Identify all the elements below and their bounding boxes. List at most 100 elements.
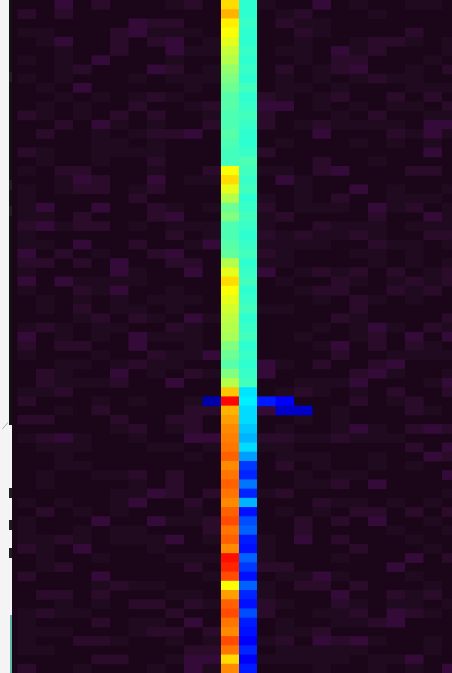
heatmap-background-cell [54, 248, 73, 259]
heatmap-background-cell [165, 0, 184, 10]
heatmap-background-cell [165, 129, 184, 139]
heatmap-background-cell [128, 599, 147, 609]
heatmap-cell-column-12 [239, 654, 257, 665]
heatmap-background-cell [312, 507, 331, 517]
heatmap-background-cell [423, 110, 442, 121]
heatmap-background-cell [294, 193, 313, 204]
heatmap-background-cell [184, 82, 203, 93]
heatmap-background-cell [165, 92, 184, 102]
heatmap-cell-column-11 [221, 82, 239, 93]
heatmap-background-cell [36, 129, 55, 139]
heatmap-background-cell [165, 350, 184, 361]
heatmap-background-cell [128, 129, 147, 139]
heatmap-cell-column-11 [221, 258, 239, 268]
heatmap-background-cell [368, 9, 387, 19]
heatmap-background-cell [275, 73, 294, 84]
heatmap-background-cell [331, 313, 350, 324]
heatmap-background-cell [386, 396, 405, 407]
heatmap-background-cell [368, 433, 387, 444]
resize-grip-icon[interactable]: ⟋ [2, 422, 9, 432]
heatmap-background-cell [17, 276, 36, 287]
heatmap-background-cell [349, 331, 368, 342]
heatmap-background-cell [331, 534, 350, 545]
heatmap-background-cell [184, 396, 203, 407]
heatmap-background-cell [184, 553, 203, 563]
heatmap-background-cell [257, 580, 276, 591]
heatmap-background-cell [17, 184, 36, 195]
heatmap-background-cell [165, 295, 184, 305]
heatmap-background-cell [147, 599, 166, 609]
heatmap-background-cell [331, 414, 350, 425]
heatmap-background-cell [275, 626, 294, 637]
heatmap-background-cell [312, 654, 331, 665]
heatmap-cell-column-11 [221, 18, 239, 29]
heatmap-background-cell [73, 377, 92, 388]
heatmap-background-cell [405, 396, 424, 407]
heatmap-cell-column-11 [221, 221, 239, 231]
heatmap-background-cell [54, 9, 73, 19]
heatmap-background-cell [165, 470, 184, 480]
heatmap-background-cell [349, 645, 368, 656]
heatmap-background-cell [17, 543, 36, 554]
heatmap-background-cell [442, 331, 452, 342]
heatmap-background-cell [257, 405, 276, 416]
heatmap-background-cell [275, 654, 294, 665]
heatmap-background-cell [165, 424, 184, 434]
heatmap-background-cell [275, 82, 294, 93]
heatmap-background-cell [349, 543, 368, 554]
heatmap-background-cell [110, 110, 129, 121]
heatmap-background-cell [36, 221, 55, 231]
heatmap-background-cell [202, 433, 221, 444]
heatmap-background-cell [331, 92, 350, 102]
heatmap-background-cell [275, 424, 294, 434]
heatmap-cell-column-11 [221, 110, 239, 121]
heatmap-background-cell [275, 460, 294, 471]
heatmap-cell-column-12 [239, 359, 257, 370]
heatmap-cell-column-11 [221, 534, 239, 545]
heatmap-background-cell [184, 295, 203, 305]
heatmap-cell-column-12 [239, 553, 257, 563]
heatmap-cell-column-11 [221, 460, 239, 471]
heatmap-background-cell [36, 147, 55, 158]
heatmap-background-cell [368, 507, 387, 517]
heatmap-background-cell [73, 460, 92, 471]
heatmap-cell-column-12 [239, 663, 257, 673]
heatmap-background-cell [423, 580, 442, 591]
heatmap-background-cell [17, 433, 36, 444]
heatmap-background-cell [17, 212, 36, 222]
heatmap-background-cell [368, 156, 387, 167]
heatmap-background-cell [91, 221, 110, 231]
heatmap-cell-column-11 [221, 636, 239, 646]
heatmap-cell-column-11 [221, 304, 239, 314]
heatmap-background-cell [349, 433, 368, 444]
heatmap-background-cell [442, 470, 452, 480]
heatmap-background-cell [128, 18, 147, 29]
heatmap-background-cell [423, 276, 442, 287]
heatmap-background-cell [405, 221, 424, 231]
heatmap-background-cell [73, 608, 92, 619]
heatmap-cell-column-12 [239, 387, 257, 397]
heatmap-background-cell [349, 470, 368, 480]
heatmap-background-cell [147, 156, 166, 167]
heatmap-background-cell [257, 304, 276, 314]
heatmap-cell-column-12 [239, 184, 257, 195]
heatmap-background-cell [36, 590, 55, 600]
heatmap-background-cell [386, 36, 405, 47]
heatmap-background-cell [147, 129, 166, 139]
heatmap-background-cell [423, 119, 442, 130]
heatmap-background-cell [202, 165, 221, 176]
heatmap-cell-column-11 [221, 626, 239, 637]
heatmap-background-cell [36, 110, 55, 121]
heatmap-background-cell [294, 451, 313, 462]
heatmap-cell-column-11 [221, 175, 239, 185]
heatmap-background-cell [147, 18, 166, 29]
heatmap-background-cell [349, 64, 368, 75]
heatmap-background-cell [275, 387, 294, 397]
heatmap-background-cell [54, 64, 73, 75]
heatmap-background-cell [257, 488, 276, 499]
heatmap-background-cell [442, 488, 452, 499]
heatmap-background-cell [147, 534, 166, 545]
heatmap-background-cell [128, 488, 147, 499]
heatmap-background-cell [386, 92, 405, 102]
heatmap-background-cell [312, 433, 331, 444]
